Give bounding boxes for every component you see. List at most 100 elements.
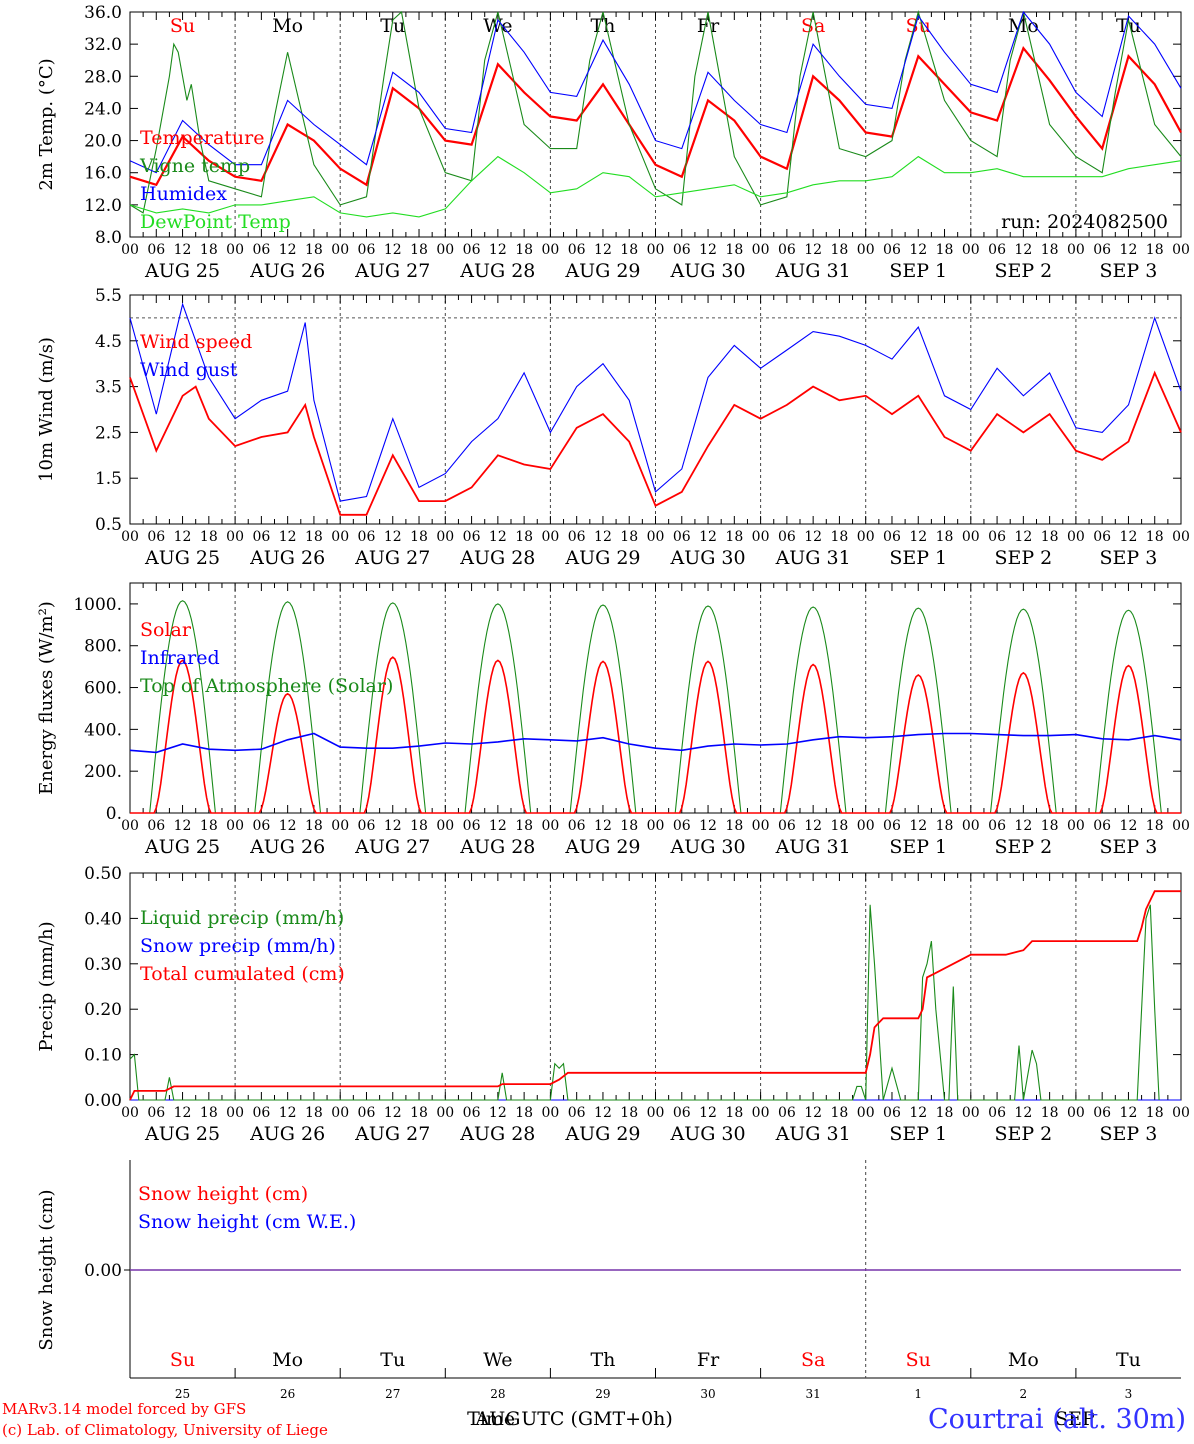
wind-ytick-label: 2.5 [95,423,122,443]
wind-hour-label: 00 [1067,529,1085,545]
precip-hour-label: 18 [200,1105,218,1121]
wind-date-label: AUG 30 [669,547,745,569]
precip-hour-label: 12 [489,1105,507,1121]
snow-day-label: Su [170,1349,195,1371]
wind-legend-wind-speed: Wind speed [140,331,252,353]
energy-hour-label: 06 [883,818,901,834]
temp-series-dewpoint-temp [129,155,1182,218]
temp-hour-label: 18 [620,242,638,258]
energy-hour-label: 00 [752,818,770,834]
energy-hour-label: 18 [620,818,638,834]
precip-hour-label: 18 [725,1105,743,1121]
energy-hour-label: 00 [857,818,875,834]
precip-hour-label: 06 [778,1105,796,1121]
temp-hour-label: 00 [962,242,980,258]
precip-ytick-label: 0.50 [84,864,122,884]
energy-ytick-label: 0. [106,804,122,824]
snow-ytick-label: 0.00 [84,1261,122,1281]
wind-hour-label: 18 [725,529,743,545]
precip-date-label: AUG 31 [775,1123,851,1145]
temp-run-label: run: 2024082500 [1001,211,1168,233]
energy-hour-label: 18 [1041,818,1059,834]
temp-hour-label: 06 [778,242,796,258]
temp-hour-label: 12 [1120,242,1138,258]
temp-hour-label: 06 [252,242,270,258]
footer-lab-credit: (c) Lab. of Climatology, University of L… [2,1421,328,1439]
precip-date-label: AUG 26 [249,1123,325,1145]
precip-hour-label: 18 [620,1105,638,1121]
snow-day-number: 25 [175,1387,190,1401]
precip-ytick-label: 0.30 [84,955,122,975]
wind-hour-label: 00 [1172,529,1190,545]
precip-hour-label: 00 [436,1105,454,1121]
temp-date-label: AUG 25 [144,260,220,282]
precip-hour-label: 06 [988,1105,1006,1121]
wind-hour-label: 12 [1014,529,1032,545]
temp-day-label: Su [170,15,195,37]
wind-hour-label: 06 [358,529,376,545]
snow-day-label: Sa [801,1349,825,1371]
footer-month-label-sep: SEP [1055,1408,1095,1430]
precip-ytick-label: 0.00 [84,1091,122,1111]
precip-hour-label: 12 [384,1105,402,1121]
precip-date-label: AUG 25 [144,1123,220,1145]
wind-hour-label: 18 [1146,529,1164,545]
temp-ytick-label: 24.0 [84,99,122,119]
snow-day-label: Fr [697,1349,720,1371]
wind-date-label: AUG 25 [144,547,220,569]
energy-hour-label: 12 [1014,818,1032,834]
wind-series-wind-speed [129,370,1182,516]
temp-hour-label: 18 [515,242,533,258]
temp-hour-label: 00 [1172,242,1190,258]
temp-hour-label: 18 [1041,242,1059,258]
temp-hour-label: 18 [831,242,849,258]
energy-hour-label: 06 [463,818,481,834]
precip-ylabel: Precip (mm/h) [36,921,57,1051]
temp-hour-label: 06 [358,242,376,258]
precip-hour-label: 18 [1146,1105,1164,1121]
temp-legend-humidex: Humidex [140,183,227,205]
wind-hour-label: 06 [463,529,481,545]
temp-legend-dewpoint-temp: DewPoint Temp [140,211,291,233]
temp-hour-label: 06 [568,242,586,258]
precip-ytick-label: 0.10 [84,1046,122,1066]
wind-hour-label: 18 [620,529,638,545]
temp-date-label: AUG 28 [459,260,535,282]
temp-hour-label: 18 [936,242,954,258]
wind-date-label: AUG 27 [354,547,430,569]
temp-ytick-label: 8.0 [95,228,122,248]
wind-hour-label: 00 [857,529,875,545]
temp-hour-label: 12 [594,242,612,258]
precip-hour-label: 18 [305,1105,323,1121]
energy-ytick-label: 400. [84,720,122,740]
precip-hour-label: 00 [752,1105,770,1121]
energy-hour-label: 00 [962,818,980,834]
precip-hour-label: 00 [121,1105,139,1121]
energy-hour-label: 18 [725,818,743,834]
wind-ylabel: 10m Wind (m/s) [36,337,57,482]
precip-hour-label: 12 [804,1105,822,1121]
wind-hour-label: 00 [436,529,454,545]
precip-hour-label: 00 [647,1105,665,1121]
energy-hour-label: 12 [174,818,192,834]
precip-hour-label: 06 [463,1105,481,1121]
energy-hour-label: 00 [1172,818,1190,834]
precip-date-label: AUG 29 [564,1123,640,1145]
energy-hour-label: 06 [673,818,691,834]
energy-date-label: SEP 2 [994,836,1052,858]
temp-day-label: Tu [1116,15,1141,37]
wind-hour-label: 00 [752,529,770,545]
footer-model-credit: MARv3.14 model forced by GFS [2,1400,246,1418]
wind-hour-label: 12 [279,529,297,545]
energy-hour-label: 12 [909,818,927,834]
temp-hour-label: 12 [174,242,192,258]
snow-day-label: Tu [1116,1349,1141,1371]
wind-date-label: SEP 1 [889,547,947,569]
precip-hour-label: 00 [541,1105,559,1121]
snow-day-number: 27 [385,1387,400,1401]
temp-date-label: SEP 1 [889,260,947,282]
precip-hour-label: 18 [515,1105,533,1121]
precip-series-total-cumulated-cm [129,890,1181,1101]
wind-ytick-label: 4.5 [95,332,122,352]
